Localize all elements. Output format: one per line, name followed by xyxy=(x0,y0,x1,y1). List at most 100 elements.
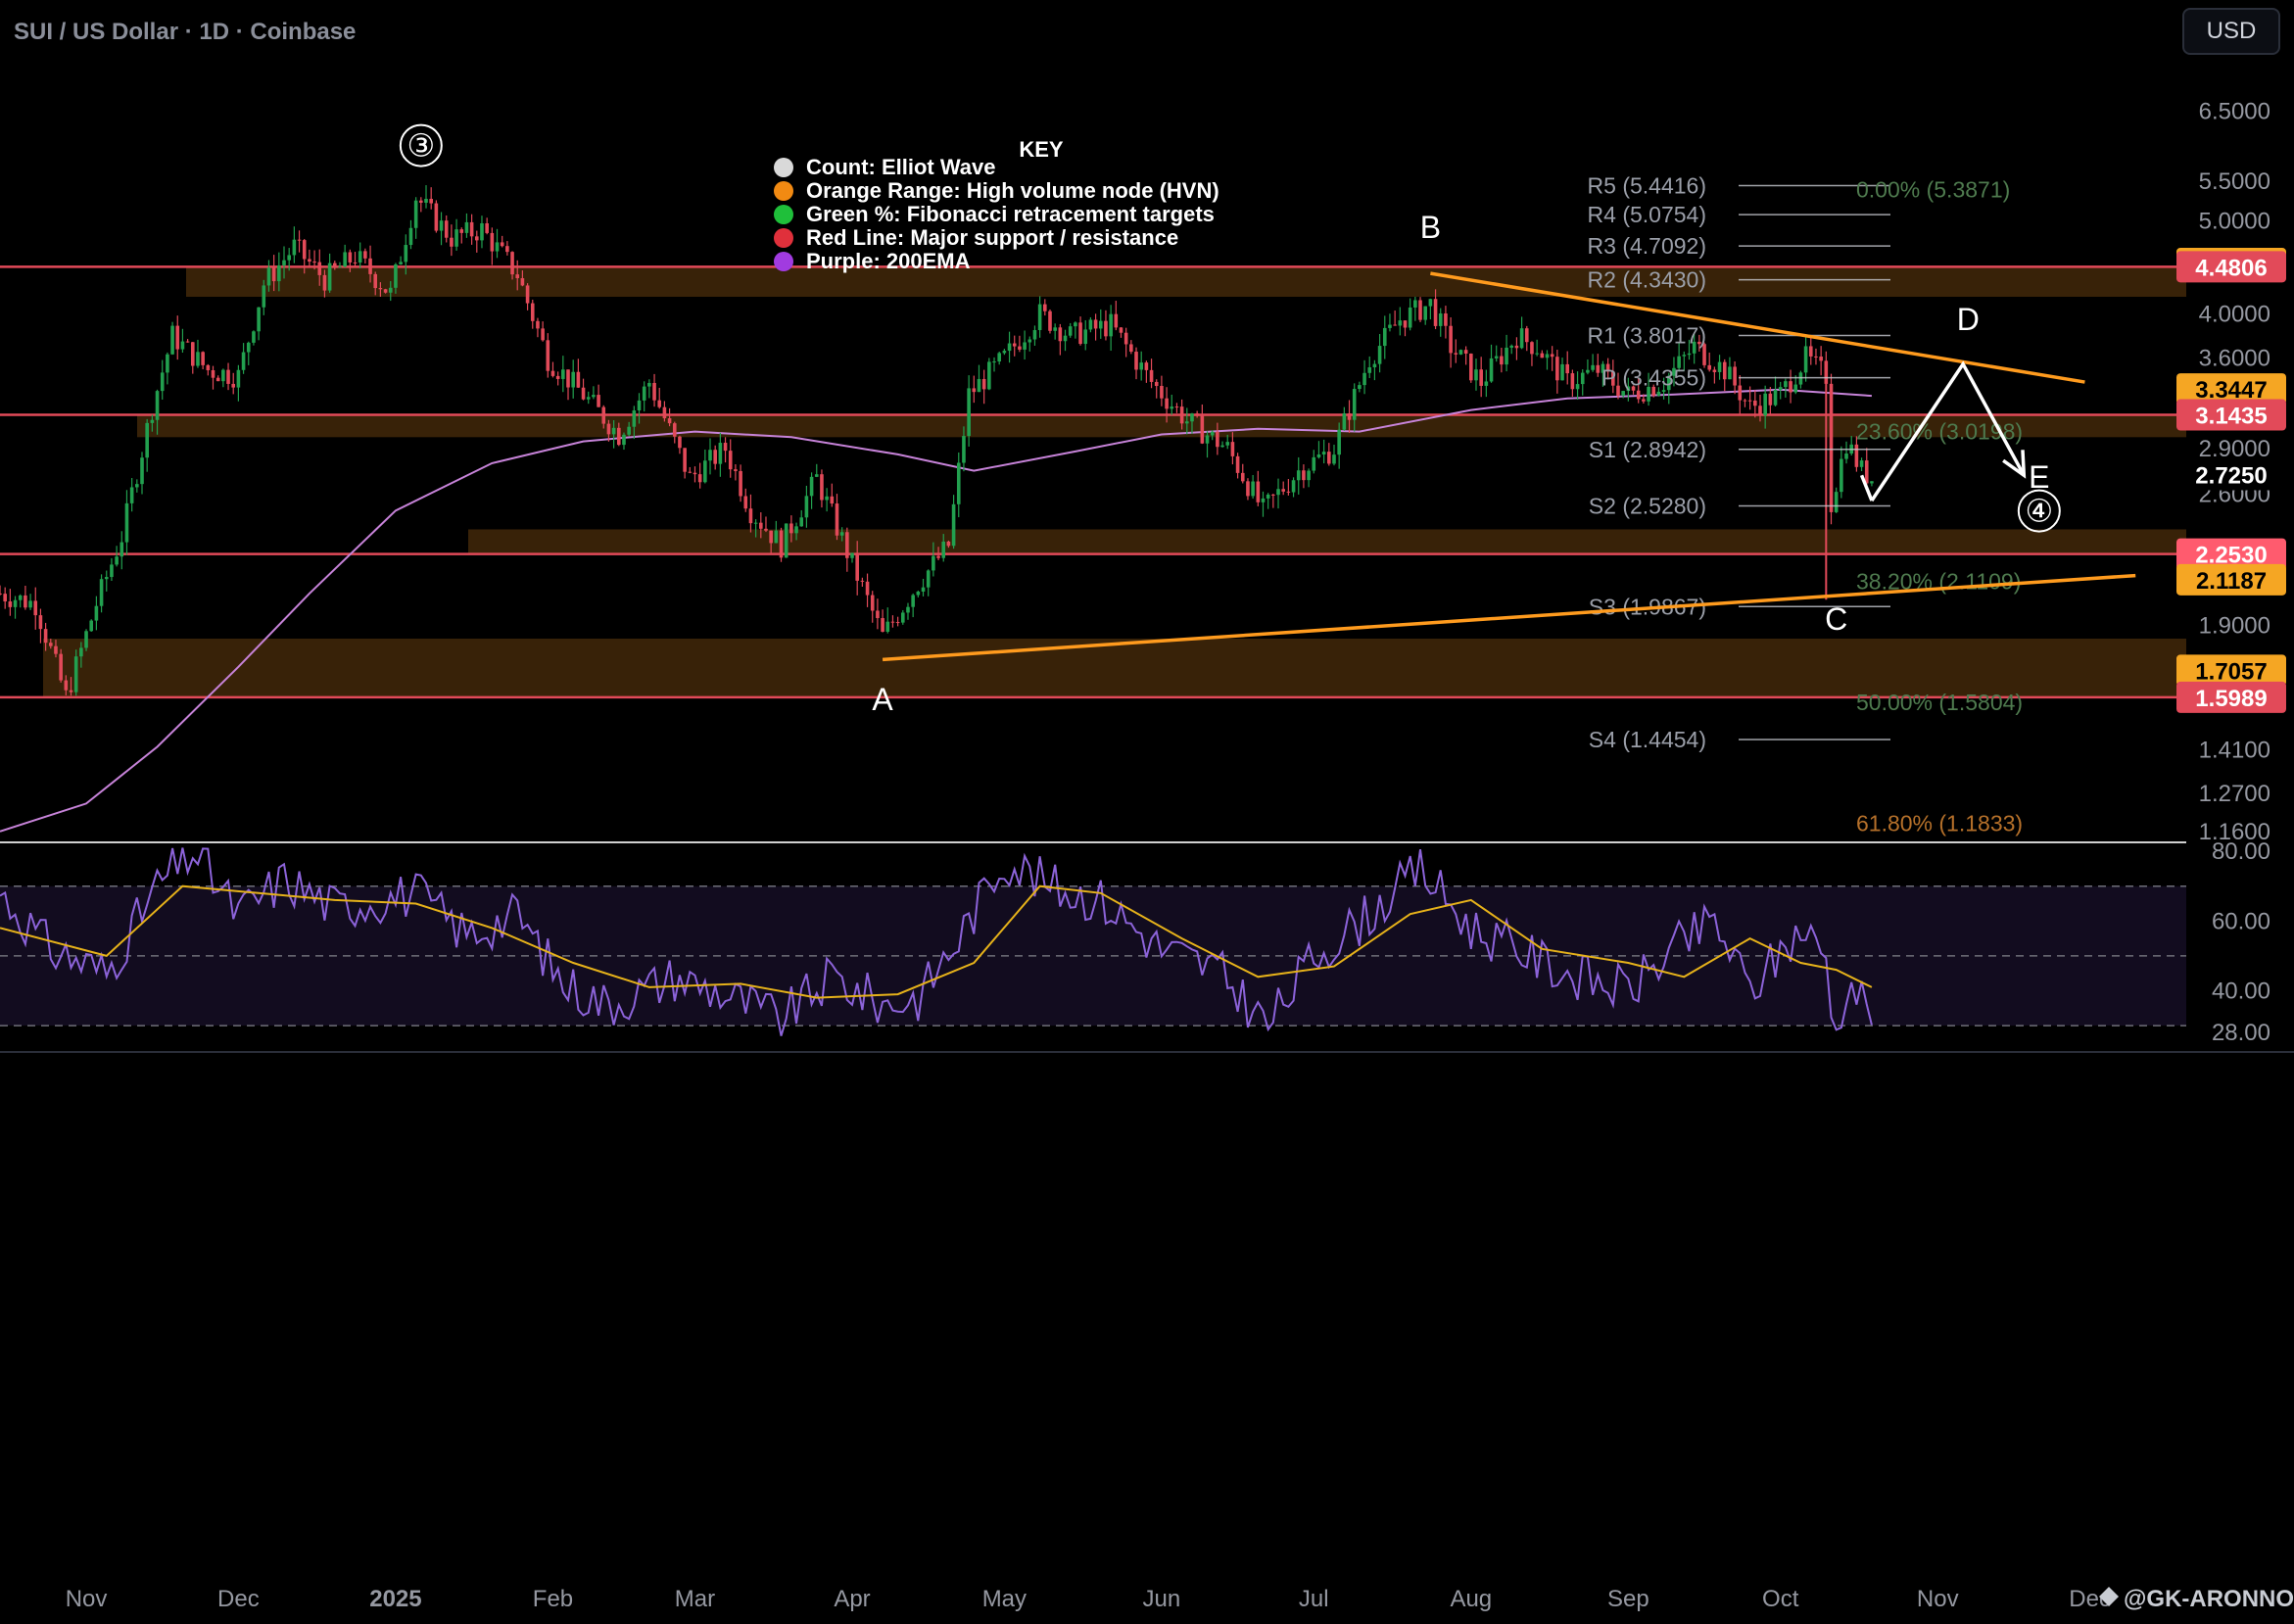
candle-body xyxy=(890,621,895,623)
candle-body xyxy=(388,287,393,293)
candle-body xyxy=(1753,400,1757,406)
candle-body xyxy=(348,252,353,263)
candle-body xyxy=(688,471,693,473)
candle-body xyxy=(1433,299,1438,326)
candle-body xyxy=(932,555,935,571)
candle-body xyxy=(429,198,433,204)
candle-body xyxy=(1722,361,1727,380)
candle-body xyxy=(946,541,951,547)
arrow-head-icon xyxy=(2002,450,2027,479)
candle-body xyxy=(1728,366,1732,380)
candle-body xyxy=(678,436,682,449)
trendlines xyxy=(882,271,2136,662)
candle-body xyxy=(992,361,996,363)
candle-body xyxy=(1205,435,1210,444)
candle-body xyxy=(728,451,733,470)
x-tick-label: Sep xyxy=(1607,1586,1649,1612)
candle-body xyxy=(33,600,38,616)
fib-label: 50.00% (1.5804) xyxy=(1856,690,2023,715)
legend-item: Purple: 200EMA xyxy=(806,249,971,273)
candle-body xyxy=(1840,458,1843,493)
wave-circle xyxy=(2017,489,2061,533)
candle-body xyxy=(1043,304,1047,311)
candle-body xyxy=(312,262,316,263)
legend-item: Red Line: Major support / resistance xyxy=(806,225,1178,250)
candle-body xyxy=(510,252,514,275)
candle-body xyxy=(1524,328,1529,343)
ema200-line xyxy=(0,388,1872,833)
candle-body xyxy=(1438,313,1443,326)
candle-body xyxy=(1666,375,1671,391)
candle-body xyxy=(1316,454,1321,457)
candle-body xyxy=(1332,454,1336,464)
currency-button[interactable]: USD xyxy=(2182,8,2280,55)
candle-body xyxy=(413,200,418,228)
projection-line xyxy=(1859,474,1874,502)
candle-body xyxy=(1550,354,1554,358)
candle-body xyxy=(723,443,728,452)
candle-body xyxy=(1687,353,1692,356)
candle-body xyxy=(439,220,444,231)
candle-body xyxy=(1225,442,1230,446)
candle-body xyxy=(693,472,697,475)
candle-body xyxy=(485,222,489,233)
candle-body xyxy=(1798,372,1803,385)
trendline xyxy=(882,573,2136,662)
candle-body xyxy=(1596,364,1601,373)
candle-body xyxy=(647,382,651,387)
candle-body xyxy=(419,200,423,203)
rsi-ma-line xyxy=(0,884,1873,999)
candle-body xyxy=(541,328,545,341)
candle-body xyxy=(1707,364,1712,370)
wave-label: E xyxy=(2029,459,2049,495)
candle-body xyxy=(1302,470,1306,481)
candle-body xyxy=(1661,390,1666,392)
time-axis: Nov Dec 2025 Feb Mar Apr May Jun Jul Aug Sep Oct Nov… xyxy=(0,1051,2294,1612)
candle-body xyxy=(1651,386,1656,396)
candle-body xyxy=(257,307,261,332)
candle-body xyxy=(1347,412,1352,420)
candle-body xyxy=(1793,384,1798,393)
candle-body xyxy=(1367,367,1372,373)
candle-body xyxy=(129,487,134,503)
candle-body xyxy=(48,643,53,646)
candle-body xyxy=(1423,306,1428,320)
candle-body xyxy=(104,577,109,580)
candle-body xyxy=(241,352,246,370)
hvn-zones xyxy=(43,266,2186,697)
candle-body xyxy=(1296,470,1301,481)
candle-body xyxy=(1408,307,1412,328)
rsi-tick-label: 28.00 xyxy=(2212,1020,2270,1046)
candle-body xyxy=(236,369,241,388)
candle-body xyxy=(1216,431,1219,448)
rsi-pane xyxy=(0,841,2186,1053)
wave-label: B xyxy=(1420,210,1441,245)
candle-body xyxy=(769,530,773,544)
candle-body xyxy=(667,418,672,424)
candle-body xyxy=(1656,391,1661,396)
candle-body xyxy=(327,263,332,291)
candle-body xyxy=(1784,381,1788,388)
price-badge-label: 1.7057 xyxy=(2195,658,2267,685)
candle-body xyxy=(789,523,793,534)
candle-body xyxy=(394,263,398,288)
candle-body xyxy=(18,595,23,600)
y-tick-label: 1.4100 xyxy=(2199,738,2270,764)
candle-body xyxy=(870,595,875,611)
candle-body xyxy=(185,341,190,343)
candle-body xyxy=(373,273,378,289)
candle-body xyxy=(1631,386,1636,391)
candle-body xyxy=(302,240,307,260)
candle-body xyxy=(606,423,611,435)
candle-body xyxy=(464,221,469,233)
pivot-label: S4 (1.4454) xyxy=(1589,727,1706,752)
candle-body xyxy=(1358,385,1362,390)
candle-body xyxy=(956,462,961,504)
x-tick-label: Dec xyxy=(217,1586,260,1612)
candle-body xyxy=(201,352,205,365)
candle-body xyxy=(753,522,758,524)
candle-body xyxy=(0,593,2,595)
candle-body xyxy=(972,388,977,393)
candle-body xyxy=(89,620,94,632)
